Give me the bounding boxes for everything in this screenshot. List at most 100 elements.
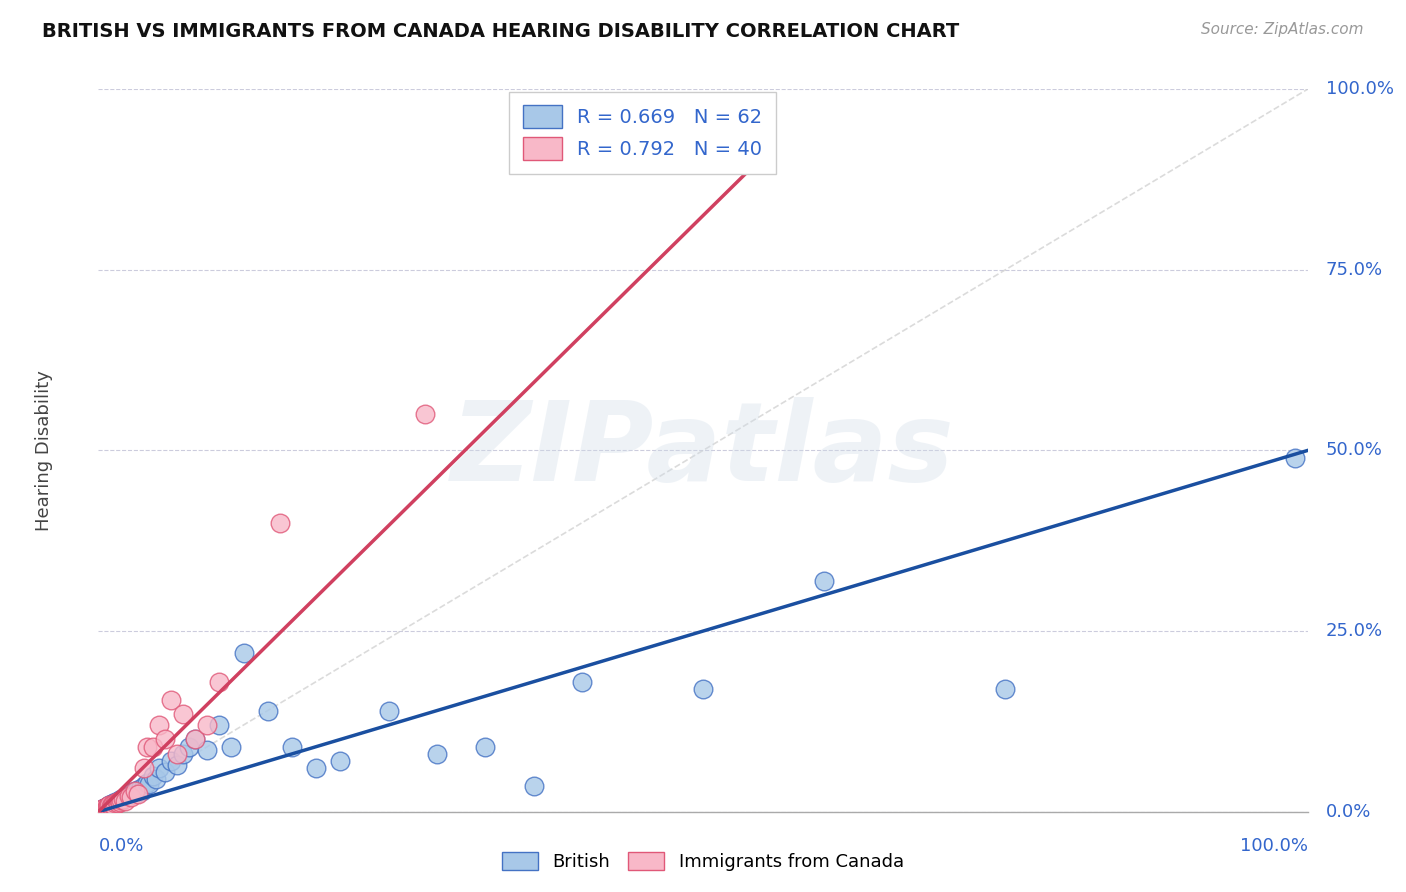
Point <box>107 795 129 809</box>
Text: 75.0%: 75.0% <box>1326 260 1384 279</box>
Point <box>208 674 231 689</box>
Point <box>571 674 593 689</box>
Point <box>112 791 135 805</box>
Point <box>108 794 131 808</box>
Point <box>100 799 122 814</box>
Point <box>153 732 176 747</box>
Point <box>90 803 112 817</box>
Point <box>110 793 132 807</box>
Point <box>145 772 167 787</box>
Point <box>103 799 125 814</box>
Point <box>100 798 122 813</box>
Point <box>105 795 128 809</box>
Text: 0.0%: 0.0% <box>98 837 143 855</box>
Point <box>269 516 291 530</box>
Point <box>172 707 194 722</box>
Point <box>179 739 201 754</box>
Point <box>134 761 156 775</box>
Point <box>103 796 125 810</box>
Point <box>142 739 165 754</box>
Point <box>184 732 207 747</box>
Point <box>1284 450 1306 465</box>
Point <box>256 704 278 718</box>
Point <box>105 795 128 809</box>
Point <box>107 796 129 810</box>
Text: 25.0%: 25.0% <box>1326 622 1384 640</box>
Point <box>91 803 114 817</box>
Point <box>121 785 143 799</box>
Point <box>100 799 122 814</box>
Point <box>135 776 157 790</box>
Point <box>97 799 120 814</box>
Point <box>195 743 218 757</box>
Point <box>111 791 134 805</box>
Point <box>118 789 141 803</box>
Legend: R = 0.669   N = 62, R = 0.792   N = 40: R = 0.669 N = 62, R = 0.792 N = 40 <box>509 92 776 174</box>
Point <box>135 739 157 754</box>
Point <box>100 798 122 813</box>
Point <box>195 718 218 732</box>
Point <box>111 792 134 806</box>
Point <box>98 798 121 813</box>
Point <box>96 799 118 814</box>
Point <box>97 800 120 814</box>
Point <box>98 798 121 813</box>
Point <box>128 781 150 796</box>
Point <box>148 761 170 775</box>
Point <box>142 769 165 783</box>
Point <box>98 799 121 814</box>
Point <box>104 795 127 809</box>
Point <box>127 783 149 797</box>
Point <box>97 800 120 814</box>
Point <box>221 739 243 754</box>
Point <box>166 747 188 761</box>
Point <box>91 803 114 817</box>
Point <box>101 797 124 812</box>
Point <box>118 787 141 801</box>
Point <box>134 780 156 794</box>
Point <box>98 799 121 814</box>
Point <box>108 793 131 807</box>
Point <box>108 794 131 808</box>
Point <box>184 732 207 747</box>
Text: 100.0%: 100.0% <box>1326 80 1393 98</box>
Point <box>108 795 131 809</box>
Point <box>232 646 254 660</box>
Point <box>377 704 399 718</box>
Point <box>474 739 496 754</box>
Point <box>110 791 132 805</box>
Point <box>148 718 170 732</box>
Point <box>96 801 118 815</box>
Legend: British, Immigrants from Canada: British, Immigrants from Canada <box>495 845 911 879</box>
Point <box>124 787 146 801</box>
Point <box>91 802 114 816</box>
Point <box>96 799 118 814</box>
Point <box>114 790 136 805</box>
Point <box>94 802 117 816</box>
Point <box>124 784 146 798</box>
Point <box>131 784 153 798</box>
Point <box>91 802 114 816</box>
Text: 100.0%: 100.0% <box>1240 837 1308 855</box>
Point <box>305 761 328 775</box>
Point <box>692 681 714 696</box>
Point <box>104 796 127 810</box>
Point <box>90 803 112 817</box>
Text: 50.0%: 50.0% <box>1326 442 1382 459</box>
Point <box>172 747 194 761</box>
Point <box>93 801 115 815</box>
Point <box>93 801 115 815</box>
Text: BRITISH VS IMMIGRANTS FROM CANADA HEARING DISABILITY CORRELATION CHART: BRITISH VS IMMIGRANTS FROM CANADA HEARIN… <box>42 22 959 41</box>
Point <box>813 574 835 588</box>
Point <box>166 757 188 772</box>
Point <box>994 681 1017 696</box>
Point <box>117 789 139 803</box>
Point <box>413 407 436 421</box>
Point <box>208 718 231 732</box>
Point <box>153 764 176 779</box>
Point <box>120 790 142 805</box>
Text: 0.0%: 0.0% <box>1326 803 1371 821</box>
Text: ZIPatlas: ZIPatlas <box>451 397 955 504</box>
Point <box>101 797 124 811</box>
Text: Source: ZipAtlas.com: Source: ZipAtlas.com <box>1201 22 1364 37</box>
